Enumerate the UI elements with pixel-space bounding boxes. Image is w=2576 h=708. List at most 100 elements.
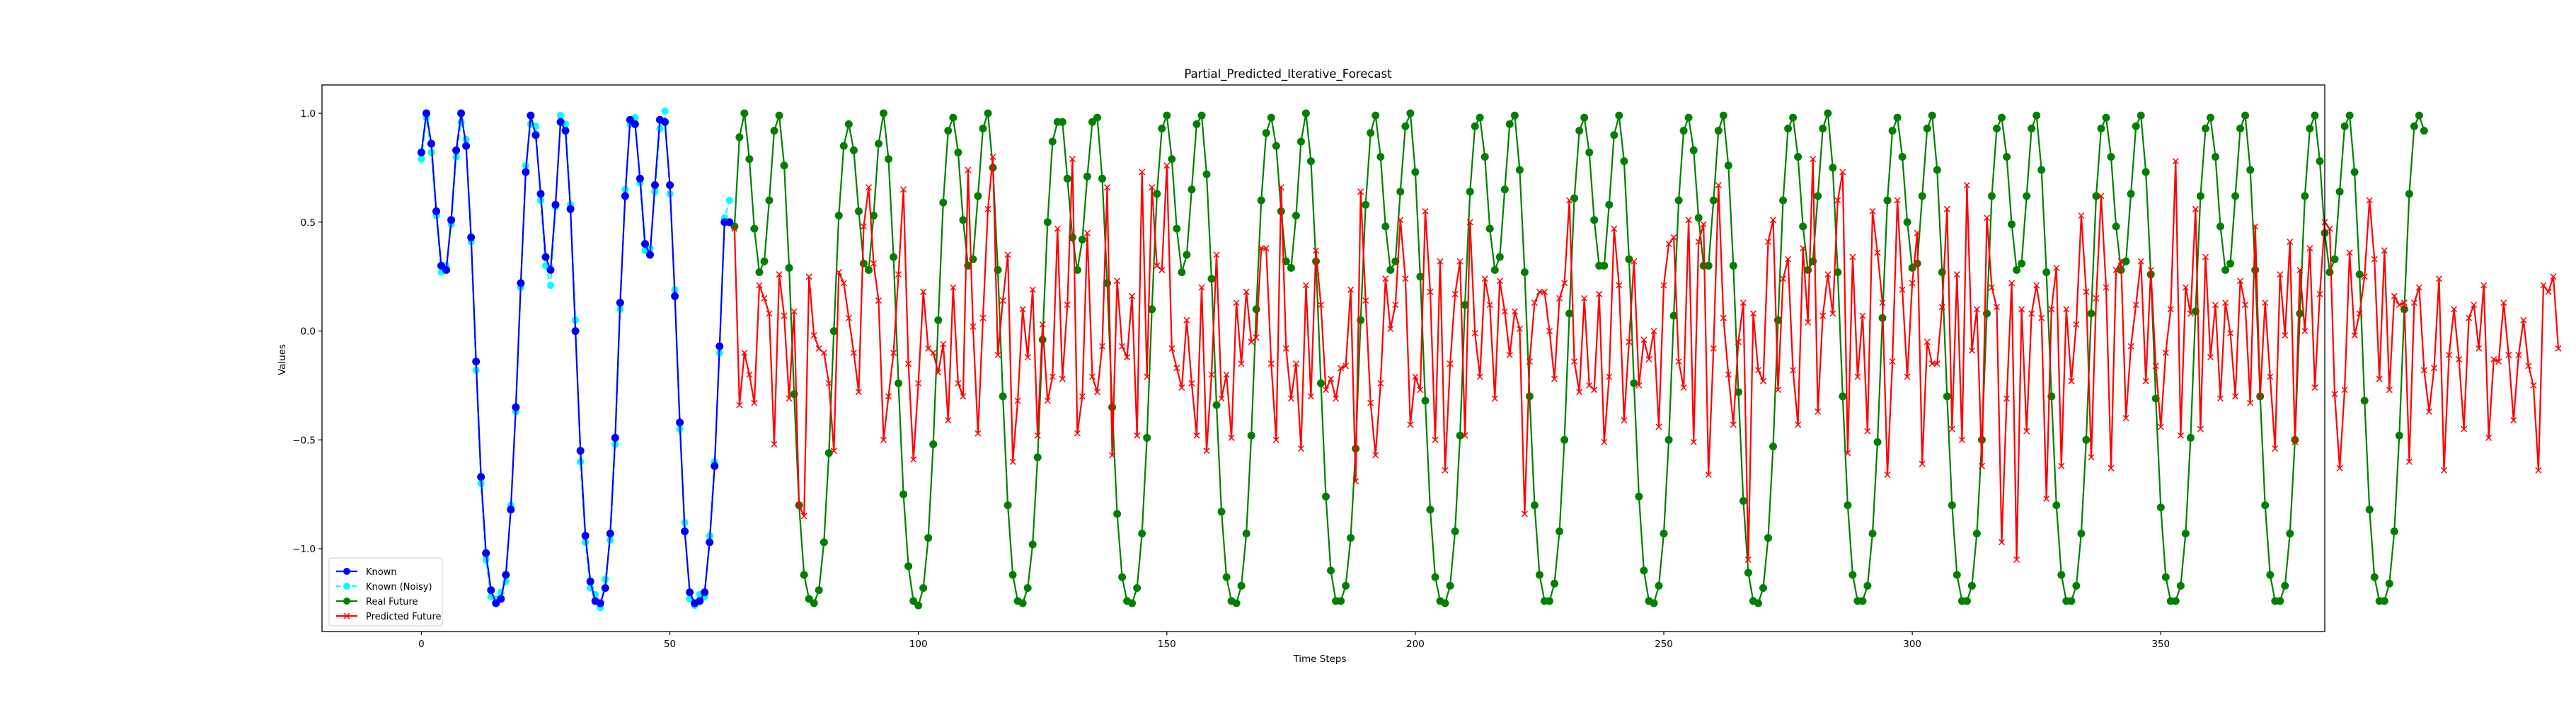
data-point — [1824, 271, 1832, 278]
data-point — [2286, 530, 2294, 538]
data-point — [2346, 249, 2353, 256]
data-point — [905, 360, 912, 367]
data-point — [432, 207, 440, 215]
data-point — [786, 395, 793, 402]
data-point — [2385, 579, 2393, 588]
data-point — [1098, 343, 1106, 350]
data-point — [1819, 125, 1827, 132]
data-point — [2246, 166, 2255, 174]
data-point — [1064, 302, 1071, 309]
data-point — [1645, 355, 1652, 363]
data-point — [765, 196, 774, 205]
data-point — [2207, 113, 2214, 122]
data-point — [999, 297, 1006, 304]
data-point — [1962, 597, 1971, 605]
data-point — [1257, 196, 1265, 205]
y-tick-label: −1.0 — [292, 544, 316, 555]
data-point — [2008, 220, 2016, 229]
data-point — [2202, 125, 2209, 132]
data-point — [576, 447, 585, 455]
data-point — [1163, 111, 1171, 120]
data-point — [1605, 200, 1614, 209]
data-point — [2366, 197, 2373, 204]
data-point — [1362, 200, 1370, 209]
data-point — [1715, 181, 1722, 189]
data-point — [741, 349, 748, 356]
data-point — [965, 166, 972, 173]
data-point — [1790, 367, 1797, 374]
data-point — [1705, 471, 1712, 479]
data-point — [1173, 365, 1180, 372]
data-point — [999, 392, 1007, 401]
data-point — [2108, 464, 2115, 472]
data-point — [536, 190, 545, 198]
data-point — [2355, 270, 2364, 279]
data-point — [2087, 309, 2095, 318]
data-point — [805, 273, 812, 280]
data-point — [621, 192, 629, 200]
data-point — [1381, 222, 1390, 231]
x-tick-label: 250 — [1655, 639, 1673, 650]
data-point — [1898, 153, 1907, 161]
data-point — [1223, 371, 1230, 378]
data-point — [865, 266, 873, 274]
data-point — [2282, 332, 2289, 339]
data-point — [2107, 153, 2115, 161]
data-point — [1128, 599, 1137, 607]
data-point — [1163, 162, 1171, 169]
data-point — [1461, 432, 1468, 439]
data-point — [1884, 471, 1891, 479]
data-point — [1626, 338, 1633, 346]
data-point — [820, 538, 828, 547]
data-point — [860, 223, 867, 230]
chart-title: Partial_Predicted_Iterative_Forecast — [1184, 67, 1392, 81]
legend-label: Known (Noisy) — [366, 582, 432, 593]
data-point — [1674, 196, 1683, 205]
data-point — [989, 153, 996, 161]
data-point — [1411, 168, 1420, 176]
data-point — [1815, 408, 1822, 415]
data-point — [1704, 261, 1713, 270]
data-point — [1873, 438, 1882, 446]
data-point — [1576, 389, 1583, 396]
data-point — [875, 297, 882, 304]
data-point — [522, 168, 530, 176]
data-point — [1948, 426, 1955, 433]
data-point — [1322, 492, 1330, 501]
data-point — [2420, 127, 2428, 135]
data-point — [706, 538, 714, 547]
data-point — [2435, 275, 2443, 282]
data-point — [766, 310, 773, 317]
data-point — [800, 513, 807, 520]
data-point — [735, 133, 744, 142]
data-point — [1610, 131, 1618, 139]
data-point — [427, 139, 435, 148]
data-point — [2023, 428, 2030, 435]
data-point — [1710, 345, 1717, 352]
data-point — [919, 584, 928, 592]
data-point — [2216, 395, 2224, 402]
data-point — [2157, 423, 2164, 430]
data-point — [1023, 584, 1032, 592]
data-point — [930, 349, 937, 356]
data-point — [1098, 174, 1106, 183]
data-point — [1824, 109, 1832, 118]
data-point — [2540, 282, 2547, 289]
data-point — [1044, 397, 1051, 404]
data-point — [1615, 111, 1623, 120]
data-point — [1292, 212, 1300, 219]
data-point — [885, 155, 892, 164]
data-point — [1729, 261, 1737, 270]
data-point — [1382, 275, 1389, 282]
data-point — [740, 109, 749, 118]
data-point — [2003, 153, 2011, 161]
data-point — [1197, 111, 1206, 120]
data-point — [1883, 196, 1892, 205]
data-point — [2296, 266, 2304, 273]
legend-item-known: Known — [336, 567, 397, 578]
data-point — [2430, 365, 2438, 372]
data-point — [1560, 435, 1569, 444]
data-point — [1795, 421, 1802, 428]
data-point — [1431, 573, 1439, 581]
data-point — [1585, 148, 1594, 156]
